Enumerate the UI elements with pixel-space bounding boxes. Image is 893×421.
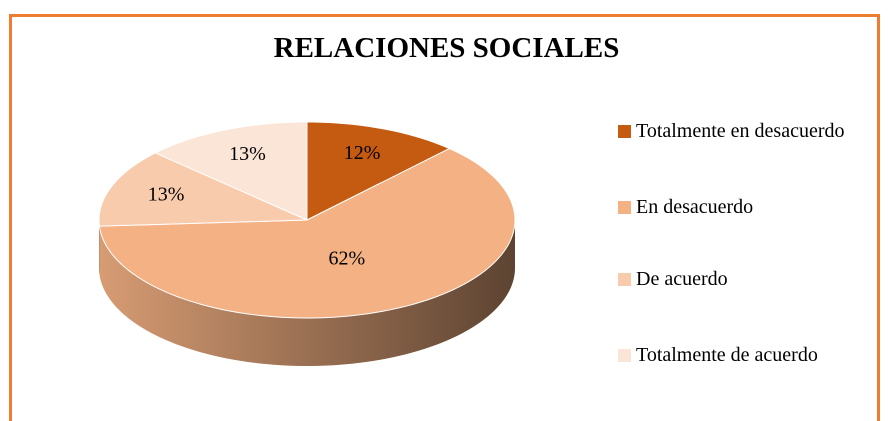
legend-label: De acuerdo	[636, 268, 728, 290]
legend-swatch	[618, 201, 631, 214]
slice	[98, 152, 308, 227]
data-label: 12%	[344, 142, 381, 164]
chart-frame	[9, 14, 880, 421]
chart-title: RELACIONES SOCIALES	[273, 32, 620, 64]
legend-item: Totalmente de acuerdo	[618, 342, 880, 368]
legend-label: En desacuerdo	[636, 196, 754, 218]
slice	[306, 121, 451, 221]
legend-swatch	[618, 349, 631, 362]
data-label: 13%	[229, 143, 266, 165]
side-shade	[99, 220, 515, 366]
data-label: 62%	[329, 247, 366, 269]
legend-swatch	[618, 273, 631, 286]
legend-item: Totalmente en desacuerdo	[618, 118, 880, 144]
slice	[154, 121, 308, 221]
legend-swatch	[618, 125, 631, 138]
legend-label: Totalmente de acuerdo	[636, 344, 818, 366]
legend-item: En desacuerdo	[618, 194, 880, 220]
slice	[98, 148, 516, 319]
data-label: 13%	[148, 184, 185, 206]
legend-label: Totalmente en desacuerdo	[636, 120, 845, 142]
legend-item: De acuerdo	[618, 266, 880, 292]
